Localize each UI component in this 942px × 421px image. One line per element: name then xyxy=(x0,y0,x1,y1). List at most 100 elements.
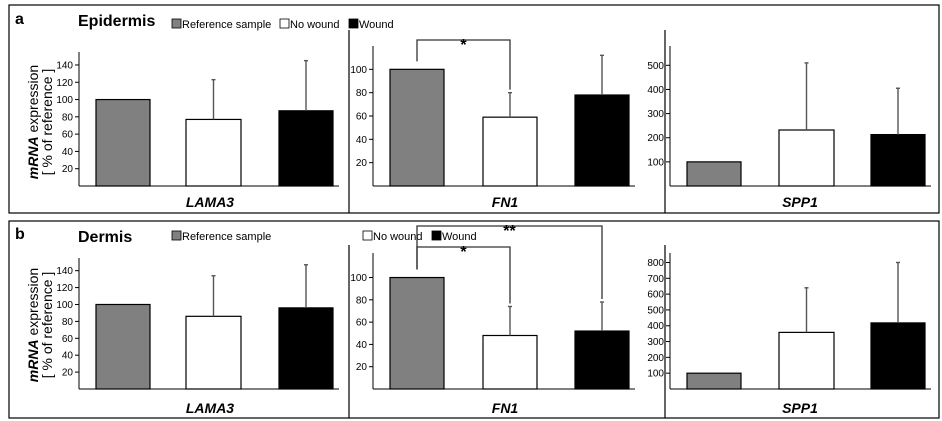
bar-wound xyxy=(870,322,926,390)
bar-no-wound xyxy=(185,315,242,390)
y-tick-label: 100 xyxy=(350,65,367,76)
legend-a-reference-label: Reference sample xyxy=(182,19,271,31)
bar-no-wound xyxy=(778,331,835,390)
y-tick-label: 300 xyxy=(647,337,664,348)
bar-no-wound xyxy=(778,129,835,187)
chart-a-lama3: 20 40 60 80 100 120 140 LAMA3 xyxy=(56,52,339,210)
y-tick-label: 20 xyxy=(62,368,74,379)
bar-no-wound xyxy=(482,116,538,187)
y-tick-label: 140 xyxy=(56,60,73,71)
legend-a-swatch-reference xyxy=(171,18,182,29)
y-tick-label: 60 xyxy=(356,318,368,329)
panel-a-label: a xyxy=(15,11,24,28)
bar-wound xyxy=(278,110,334,187)
y-tick-label: 20 xyxy=(356,158,368,169)
legend-a-wound-label: Wound xyxy=(359,19,394,31)
y-tick-label: 600 xyxy=(647,290,664,301)
y-tick-label: 80 xyxy=(62,317,74,328)
significance-label: ** xyxy=(503,223,516,240)
legend-b-swatch-reference xyxy=(171,230,182,241)
bar-reference-sample xyxy=(389,276,445,390)
y-tick-label: 200 xyxy=(647,133,664,144)
y-tick-label: 800 xyxy=(647,258,664,269)
gene-label: FN1 xyxy=(492,194,519,210)
legend-a-swatch-no-wound xyxy=(279,18,290,29)
y-tick-label: 20 xyxy=(356,362,368,373)
bar-no-wound xyxy=(482,334,538,390)
legend-b-swatch-no-wound xyxy=(362,230,373,241)
y-tick-label: 80 xyxy=(62,112,74,123)
y-tick-label: 40 xyxy=(62,147,74,158)
legend-b-wound-label: Wound xyxy=(442,231,477,243)
y-tick-label: 100 xyxy=(647,369,664,380)
significance-label: * xyxy=(460,37,467,54)
y-tick-label: 20 xyxy=(62,164,74,175)
y-label-a-line2: [ % of reference ] xyxy=(39,69,55,176)
y-tick-label: 80 xyxy=(356,295,368,306)
y-tick-label: 700 xyxy=(647,274,664,285)
bar-reference-sample xyxy=(686,161,742,187)
y-tick-label: 100 xyxy=(56,95,73,106)
gene-label: FN1 xyxy=(492,400,519,416)
y-tick-label: 140 xyxy=(56,266,73,277)
svg-text:mRNA expression: mRNA expression xyxy=(25,268,41,382)
svg-text:mRNA expression: mRNA expression xyxy=(25,65,41,179)
legend-a-swatch-wound xyxy=(348,18,359,29)
y-axis-label-a: mRNA expression [ % of reference ] xyxy=(25,65,55,179)
y-tick-label: 120 xyxy=(56,78,73,89)
chart-b-lama3: 20 40 60 80 100 120 140 LAMA3 xyxy=(56,258,339,416)
bar-wound xyxy=(278,307,334,390)
y-label-b-italic: mRNA xyxy=(25,339,41,382)
chart-b-spp1: 100 200 300 400 500 600 700 800 SPP1 xyxy=(647,253,931,416)
panel-b-frame xyxy=(8,220,940,419)
bar-reference-sample xyxy=(95,98,151,187)
y-tick-label: 500 xyxy=(647,61,664,72)
charts: 20 40 60 80 100 120 140 LAMA3 20 40 60 80 100 FN1 * 100… xyxy=(56,37,931,416)
y-tick-label: 40 xyxy=(356,340,368,351)
chart-a-fn1: 20 40 60 80 100 FN1 * xyxy=(350,37,635,210)
legend-a-no-wound-label: No wound xyxy=(290,19,340,31)
panel-a-title: Epidermis xyxy=(78,13,155,30)
y-label-b-rest: expression xyxy=(25,268,41,340)
gene-label: LAMA3 xyxy=(186,194,234,210)
y-tick-label: 40 xyxy=(356,135,368,146)
panel-a-frame xyxy=(8,4,940,214)
bar-wound xyxy=(574,94,630,187)
significance-bracket xyxy=(416,39,511,90)
y-tick-label: 500 xyxy=(647,305,664,316)
y-tick-label: 100 xyxy=(350,273,367,284)
y-label-a-rest: expression xyxy=(25,65,41,137)
y-tick-label: 200 xyxy=(647,353,664,364)
y-tick-label: 100 xyxy=(647,157,664,168)
y-axis-label-b: mRNA expression [ % of reference ] xyxy=(25,268,55,382)
bar-reference-sample xyxy=(686,372,742,390)
y-tick-label: 300 xyxy=(647,109,664,120)
bar-reference-sample xyxy=(389,68,445,187)
bar-wound xyxy=(870,133,926,187)
y-label-b-line2: [ % of reference ] xyxy=(39,272,55,379)
legend-b-reference-label: Reference sample xyxy=(182,231,271,243)
chart-a-spp1: 100 200 300 400 500 SPP1 xyxy=(647,46,931,210)
significance-bracket xyxy=(416,225,603,300)
significance-label: * xyxy=(460,244,467,261)
legend-a: Reference sample No wound Wound xyxy=(171,18,394,31)
legend-b-no-wound-label: No wound xyxy=(373,231,423,243)
y-tick-label: 60 xyxy=(62,334,74,345)
y-tick-label: 80 xyxy=(356,88,368,99)
legend-b: Reference sample No wound Wound xyxy=(171,230,477,243)
bar-wound xyxy=(574,330,630,390)
y-tick-label: 400 xyxy=(647,85,664,96)
gene-label: SPP1 xyxy=(782,400,818,416)
y-tick-label: 100 xyxy=(56,300,73,311)
legend-b-swatch-wound xyxy=(431,230,442,241)
y-tick-label: 60 xyxy=(356,112,368,123)
y-tick-label: 120 xyxy=(56,283,73,294)
y-label-a-italic: mRNA xyxy=(25,136,41,179)
panel-b-title: Dermis xyxy=(78,229,132,246)
bar-no-wound xyxy=(185,118,242,187)
bar-reference-sample xyxy=(95,303,151,390)
gene-label: LAMA3 xyxy=(186,400,234,416)
y-tick-label: 400 xyxy=(647,321,664,332)
